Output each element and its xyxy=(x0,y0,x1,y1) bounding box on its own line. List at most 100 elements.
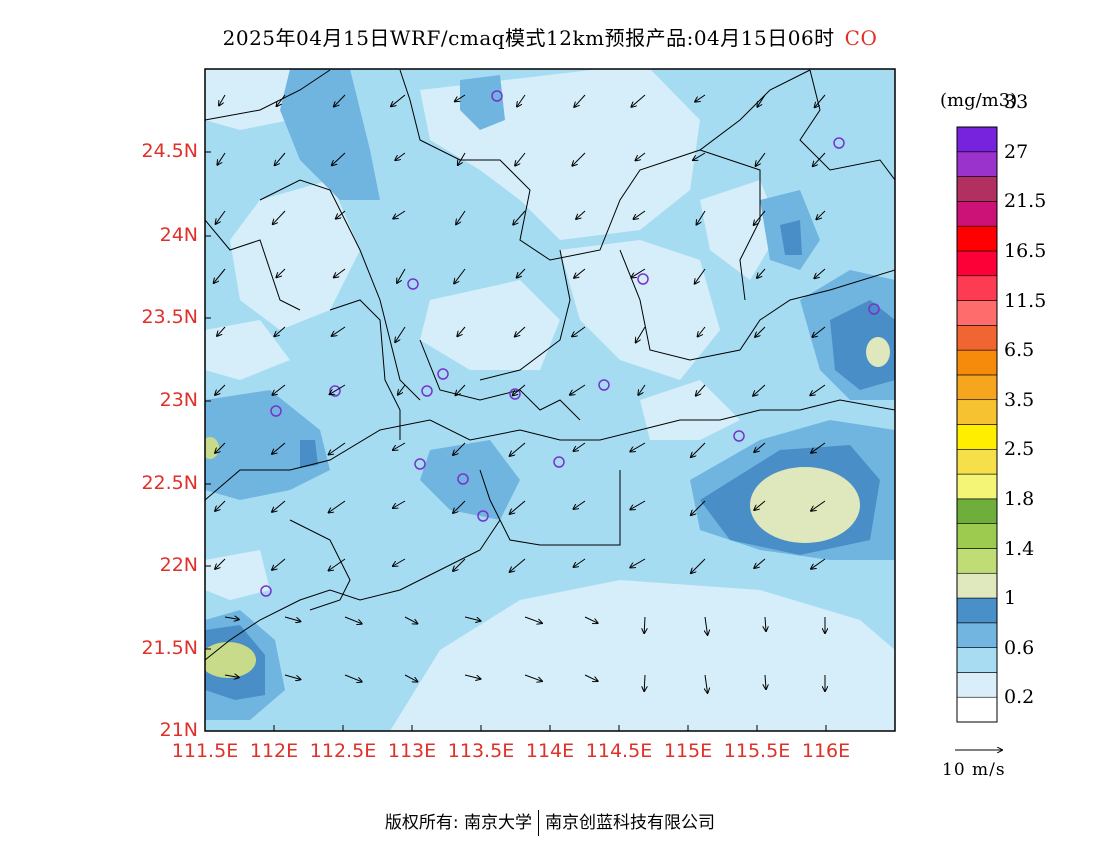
wind-vector xyxy=(630,558,646,568)
wind-vector xyxy=(510,500,526,514)
wind-vector xyxy=(453,442,466,455)
wind-vector xyxy=(810,384,826,395)
wind-vector xyxy=(272,558,286,570)
colorbar-tick-label: 11.5 xyxy=(1004,289,1047,312)
wind-vector xyxy=(698,326,706,337)
species-label: CO xyxy=(844,26,878,50)
station-marker xyxy=(509,388,521,400)
wind-vector xyxy=(584,674,598,681)
boundary-line xyxy=(699,149,761,301)
colorbar-segment xyxy=(956,250,998,277)
boundary-line xyxy=(205,399,895,501)
peak-concentration-region xyxy=(205,437,219,459)
wind-vector xyxy=(691,558,706,573)
wind-vector xyxy=(705,674,708,693)
low-concentration-region xyxy=(230,180,360,330)
station-marker xyxy=(260,585,272,597)
wind-vector xyxy=(644,674,645,691)
boundary-line xyxy=(289,519,351,611)
station-marker xyxy=(833,137,845,149)
wind-vector xyxy=(576,210,586,219)
longitude-label: 114.5E xyxy=(585,740,653,762)
latitude-label: 24N xyxy=(159,224,198,246)
wind-vector xyxy=(765,616,766,631)
wind-vector xyxy=(457,326,466,336)
wind-vector xyxy=(393,442,406,450)
wind-vector xyxy=(815,94,826,107)
wind-vector xyxy=(630,442,646,452)
wind-vector xyxy=(453,500,466,513)
high-concentration-region xyxy=(300,440,318,468)
station-marker xyxy=(553,456,565,468)
wind-vector xyxy=(636,152,646,160)
wind-vector xyxy=(332,326,346,336)
colorbar-segment xyxy=(956,473,998,500)
wind-vector xyxy=(695,94,706,102)
station-marker xyxy=(491,90,503,102)
wind-vector xyxy=(755,326,766,337)
wind-vector xyxy=(330,384,346,394)
colorbar-segment xyxy=(956,597,998,624)
wind-vector xyxy=(812,326,826,337)
wind-vector xyxy=(393,500,406,508)
longitude-label: 111.5E xyxy=(171,740,239,762)
wind-vector xyxy=(216,210,226,224)
colorbar-tick-label: 0.2 xyxy=(1004,686,1035,709)
boundary-line xyxy=(619,249,895,361)
wind-vector xyxy=(272,500,286,512)
wind-vector xyxy=(517,94,526,107)
mid-concentration-region xyxy=(420,440,520,520)
colorbar-segment xyxy=(956,572,998,599)
peak-concentration-region xyxy=(750,467,860,543)
wind-vector xyxy=(754,500,766,510)
wind-vector xyxy=(574,558,586,567)
wind-vector xyxy=(332,152,346,165)
wind-vector xyxy=(453,558,466,571)
colorbar-segment xyxy=(956,349,998,376)
wind-vector xyxy=(814,268,826,278)
wind-vector xyxy=(284,616,300,621)
wind-vector xyxy=(391,94,406,106)
wind-vector xyxy=(638,384,646,395)
high-concentration-region xyxy=(780,220,802,255)
longitude-label: 115E xyxy=(663,740,713,762)
colorbar-segment xyxy=(956,424,998,450)
concentration-field xyxy=(205,69,895,731)
wind-vector xyxy=(524,674,542,681)
wind-vector xyxy=(811,558,826,569)
mid-concentration-region xyxy=(460,75,505,130)
mid-concentration-region xyxy=(205,390,330,500)
wind-vector xyxy=(393,558,406,566)
wind-vector xyxy=(215,384,226,395)
wind-vector xyxy=(224,617,239,619)
boundary-line xyxy=(205,69,331,121)
wind-vector xyxy=(215,558,226,569)
wind-vector xyxy=(813,152,826,166)
wind-vector xyxy=(458,152,466,165)
wind-vector xyxy=(753,384,766,396)
low-concentration-region xyxy=(205,69,300,130)
wind-vector xyxy=(334,268,346,277)
latitude-label: 21N xyxy=(159,719,198,741)
low-concentration-region xyxy=(640,380,740,440)
latitude-label: 23N xyxy=(159,389,198,411)
colorbar-tick-label: 1.4 xyxy=(1004,537,1035,560)
wind-vector xyxy=(455,94,466,101)
wind-vector xyxy=(636,326,646,342)
colorbar-segment xyxy=(956,126,998,153)
colorbar-segment xyxy=(956,696,998,723)
wind-vector xyxy=(215,442,226,453)
wind-reference-label: 10 m/s xyxy=(942,760,1006,780)
longitude-label: 112.5E xyxy=(309,740,377,762)
latitude-label: 23.5N xyxy=(141,306,198,328)
title-text: 2025年04月15日WRF/cmaq模式12km预报产品:04月15日06时 xyxy=(222,26,835,50)
wind-vector xyxy=(454,268,466,283)
station-marker xyxy=(733,430,745,442)
colorbar-segment xyxy=(956,647,998,673)
wind-vector xyxy=(757,94,766,107)
station-marker xyxy=(407,278,419,290)
wind-vector xyxy=(397,268,406,283)
colorbar-segment xyxy=(956,201,998,227)
boundary-line xyxy=(479,469,621,546)
boundary-line xyxy=(329,299,401,440)
